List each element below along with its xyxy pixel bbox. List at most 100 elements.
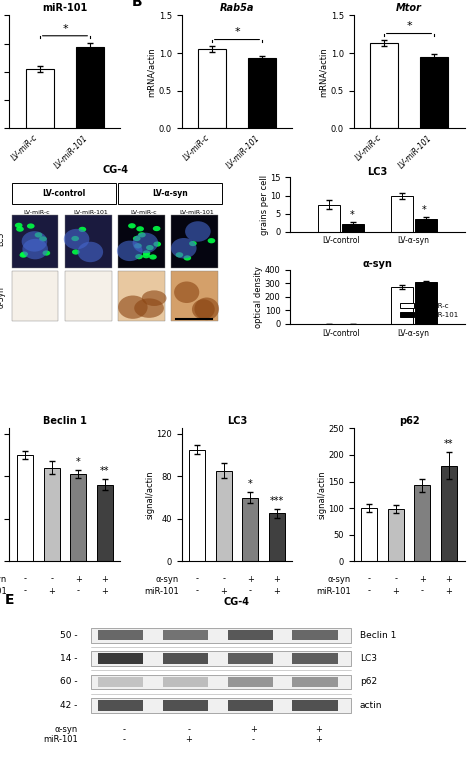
- Text: *: *: [350, 210, 355, 220]
- Circle shape: [137, 226, 144, 232]
- Bar: [415, 283, 437, 323]
- Bar: [163, 653, 208, 664]
- Text: +: +: [392, 587, 399, 595]
- Bar: [98, 677, 143, 687]
- Bar: [228, 653, 273, 664]
- Text: α-Syn: α-Syn: [0, 286, 5, 308]
- Y-axis label: signal/actin: signal/actin: [318, 471, 327, 519]
- Text: α-syn: α-syn: [155, 574, 179, 584]
- Y-axis label: optical density: optical density: [254, 266, 263, 327]
- Bar: [292, 630, 338, 640]
- Text: α-syn: α-syn: [0, 574, 7, 584]
- Bar: [190, 449, 205, 561]
- Circle shape: [138, 232, 146, 238]
- Title: p62: p62: [399, 416, 419, 426]
- Text: +: +: [419, 574, 426, 584]
- Bar: [26, 69, 54, 128]
- Bar: [228, 630, 273, 640]
- Bar: [228, 677, 273, 687]
- Ellipse shape: [118, 296, 147, 319]
- Circle shape: [43, 250, 50, 256]
- Text: E: E: [5, 594, 14, 608]
- Circle shape: [128, 223, 136, 229]
- Circle shape: [27, 223, 35, 229]
- Text: +: +: [220, 587, 227, 595]
- Title: LC3: LC3: [367, 167, 388, 177]
- Text: -: -: [122, 735, 125, 744]
- Text: +: +: [315, 725, 322, 733]
- Text: actin: actin: [360, 701, 383, 710]
- Text: -: -: [50, 574, 53, 584]
- Circle shape: [16, 226, 24, 232]
- Bar: [420, 57, 448, 128]
- Circle shape: [35, 232, 42, 238]
- Text: LV-control: LV-control: [42, 189, 85, 198]
- Bar: [91, 675, 351, 689]
- Text: +: +: [445, 574, 452, 584]
- Text: -: -: [122, 725, 125, 733]
- Ellipse shape: [171, 238, 197, 259]
- Bar: [163, 700, 208, 710]
- Text: +: +: [445, 587, 452, 595]
- Text: α-syn: α-syn: [55, 725, 78, 733]
- Text: 60 -: 60 -: [60, 678, 78, 686]
- Text: -: -: [196, 587, 199, 595]
- Bar: [441, 466, 456, 561]
- Text: miR-101: miR-101: [316, 587, 351, 595]
- Text: -: -: [368, 587, 371, 595]
- Ellipse shape: [134, 298, 164, 318]
- Bar: [242, 497, 258, 561]
- Text: +: +: [315, 735, 322, 744]
- Ellipse shape: [192, 300, 215, 320]
- Bar: [370, 43, 398, 128]
- Bar: [91, 698, 351, 713]
- Text: LV-miR-c: LV-miR-c: [24, 210, 51, 215]
- Circle shape: [175, 252, 183, 257]
- Text: LC3: LC3: [360, 654, 377, 663]
- Bar: [44, 468, 60, 561]
- Bar: [391, 287, 412, 323]
- Ellipse shape: [185, 222, 210, 242]
- Ellipse shape: [22, 239, 48, 259]
- Text: B: B: [132, 0, 142, 9]
- Bar: [98, 630, 143, 640]
- Text: -: -: [187, 725, 190, 733]
- Text: LV-miR-101: LV-miR-101: [73, 210, 108, 215]
- Text: LV-miR-101: LV-miR-101: [180, 210, 214, 215]
- Text: +: +: [101, 587, 108, 595]
- Circle shape: [15, 222, 23, 228]
- Circle shape: [208, 238, 215, 243]
- Circle shape: [146, 245, 154, 250]
- Circle shape: [134, 243, 142, 249]
- Text: α-syn: α-syn: [328, 574, 351, 584]
- Text: Beclin 1: Beclin 1: [360, 631, 396, 640]
- Bar: [362, 508, 377, 561]
- Bar: [198, 49, 226, 128]
- Text: *: *: [422, 205, 427, 215]
- Bar: [415, 219, 437, 232]
- Bar: [318, 205, 340, 232]
- Text: LV-α-syn: LV-α-syn: [153, 189, 188, 198]
- Ellipse shape: [78, 242, 103, 262]
- Bar: [269, 513, 284, 561]
- Text: +: +: [48, 587, 55, 595]
- Bar: [391, 196, 412, 232]
- Text: -: -: [252, 735, 255, 744]
- Text: -: -: [222, 574, 225, 584]
- Bar: [11, 183, 116, 204]
- Circle shape: [133, 236, 141, 241]
- Circle shape: [154, 242, 161, 247]
- Text: +: +: [273, 587, 280, 595]
- Ellipse shape: [22, 231, 47, 252]
- Text: *: *: [234, 27, 240, 37]
- Text: ***: ***: [270, 496, 284, 506]
- Ellipse shape: [194, 297, 219, 320]
- Bar: [11, 271, 58, 320]
- Bar: [98, 700, 143, 710]
- Circle shape: [143, 250, 150, 256]
- Text: +: +: [101, 574, 108, 584]
- Ellipse shape: [133, 232, 158, 253]
- Bar: [292, 677, 338, 687]
- Bar: [292, 653, 338, 664]
- Circle shape: [183, 256, 191, 261]
